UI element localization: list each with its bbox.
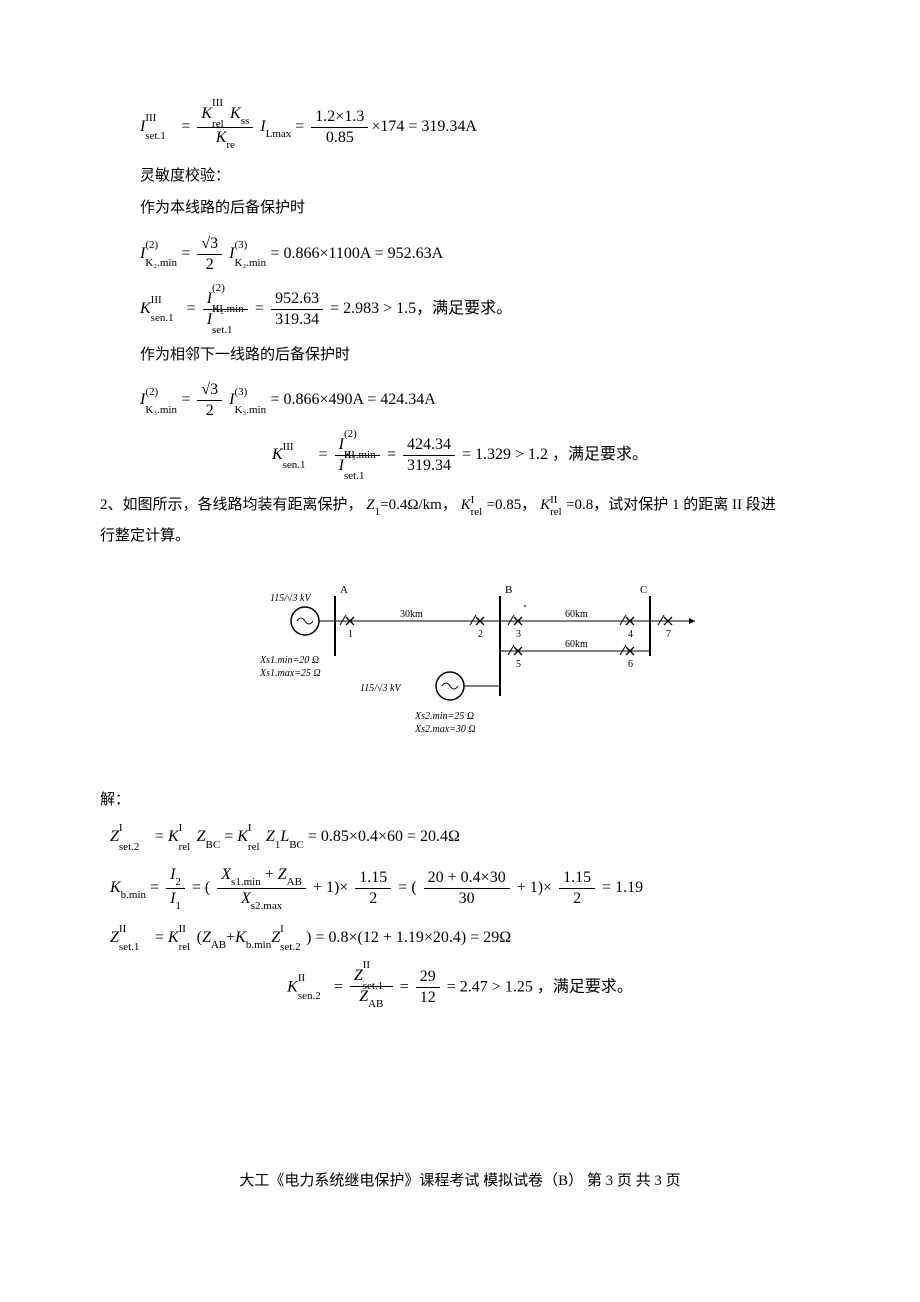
page-footer: 大工《电力系统继电保护》课程考试 模拟试卷（B） 第 3 页 共 3 页 <box>100 1170 820 1193</box>
equation-2: I(2)K₂.min = √32 I(3)K₂.min = 0.866×1100… <box>140 234 820 275</box>
svg-text:3: 3 <box>516 629 521 640</box>
text-sensitivity-check: 灵敏度校验： <box>140 165 820 188</box>
equation-9: KIIsen.2 = ZIIset.1 ZAB = 2912 = 2.47 > … <box>100 966 820 1010</box>
svg-text:30km: 30km <box>400 609 423 620</box>
svg-text:4: 4 <box>628 629 633 640</box>
text-local-backup: 作为本线路的后备保护时 <box>140 197 820 220</box>
equation-7: Kb.min = I2 I1 = ( Xs1.min + ZAB Xs2.max… <box>110 865 820 912</box>
svg-text:Xs2.min=25 Ω: Xs2.min=25 Ω <box>414 711 474 722</box>
svg-text:5: 5 <box>516 659 521 670</box>
svg-text:Xs1.min=20 Ω: Xs1.min=20 Ω <box>259 655 319 666</box>
text-adjacent-backup: 作为相邻下一线路的后备保护时 <box>140 344 820 367</box>
problem-2-statement: 2、如图所示，各线路均装有距离保护， Z1=0.4Ω/km， KIrel=0.8… <box>100 490 820 551</box>
svg-text:Xs2.max=30 Ω: Xs2.max=30 Ω <box>414 724 476 735</box>
svg-text:115/√3 kV: 115/√3 kV <box>360 683 402 694</box>
equation-8: ZIIset.1 = KIIrel(ZAB+Kb.minZIset.2) = 0… <box>110 926 820 952</box>
equation-4: I(2)K₃.min = √32 I(3)K₃.min = 0.866×490A… <box>140 380 820 421</box>
svg-text:60km: 60km <box>565 609 588 620</box>
svg-text:115/√3 kV: 115/√3 kV <box>270 593 312 604</box>
svg-text:B: B <box>505 584 512 596</box>
svg-text:Xs1.max=25 Ω: Xs1.max=25 Ω <box>259 668 321 679</box>
svg-text:7: 7 <box>666 629 671 640</box>
circuit-diagram: A B C 30km 60km 60km 1 2 3 4 5 6 7 115/√3 kV 115/√3 kV… <box>100 571 820 759</box>
svg-text:2: 2 <box>478 629 483 640</box>
svg-text:A: A <box>340 584 348 596</box>
svg-text:6: 6 <box>628 659 633 670</box>
equation-3: KIIIsen.1 = I(2)K₂.min IIIIset.1 = 952.6… <box>140 289 820 330</box>
equation-5: KIIIsen.1 = I(2)K₃.min IIIIset.1 = 424.3… <box>100 435 820 476</box>
equation-1: IIIIset.1 = KIIIrelKss Kre ILmax = 1.2×1… <box>140 104 820 151</box>
svg-text:60km: 60km <box>565 639 588 650</box>
equation-6: ZIset.2 = KIrelZBC = KIrelZ1LBC = 0.85×0… <box>110 825 820 851</box>
svg-text:1: 1 <box>348 629 353 640</box>
solution-label: 解： <box>100 789 820 812</box>
svg-text:C: C <box>640 584 647 596</box>
